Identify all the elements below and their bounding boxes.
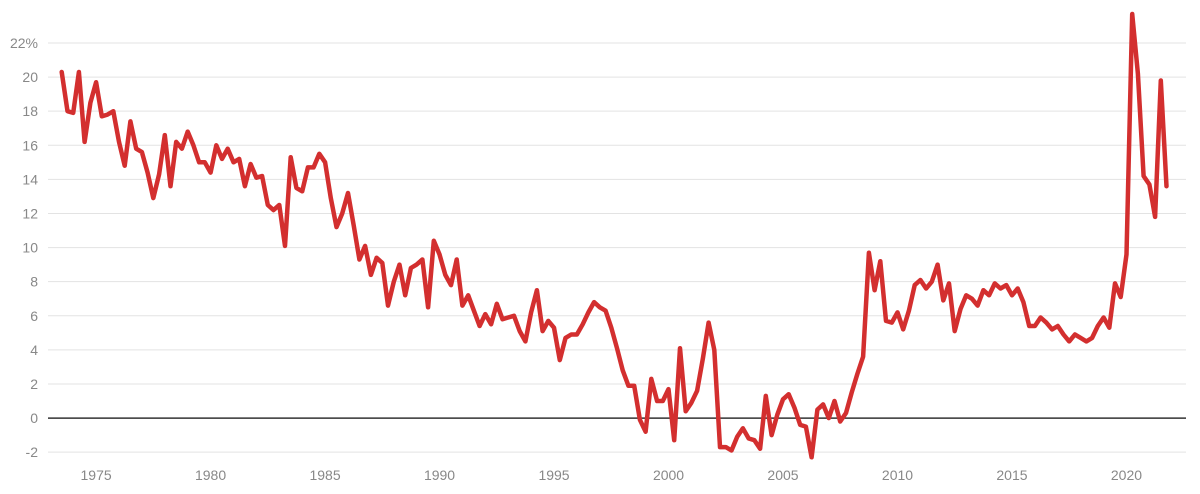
y-tick-label: 12 xyxy=(22,205,38,221)
x-tick-label: 2000 xyxy=(653,467,684,483)
y-tick-label: 16 xyxy=(22,137,38,153)
gridlines xyxy=(48,42,1186,453)
x-tick-label: 1985 xyxy=(309,467,340,483)
y-tick-label: 0 xyxy=(30,410,38,426)
y-tick-label: 18 xyxy=(22,103,38,119)
x-tick-label: 2020 xyxy=(1111,467,1142,483)
y-tick-label: 14 xyxy=(22,171,38,187)
y-tick-label: -2 xyxy=(26,444,39,460)
x-axis-tick-labels: 1975 1980 1985 1990 1995 2000 2005 2010 2015 2020 xyxy=(81,467,1143,483)
series-layer xyxy=(59,11,1169,460)
x-tick-label: 2010 xyxy=(882,467,913,483)
y-tick-label: 20 xyxy=(22,69,38,85)
y-tick-label: 22% xyxy=(10,35,38,51)
y-tick-label: 10 xyxy=(22,240,38,256)
series-line xyxy=(59,11,1169,460)
y-tick-label: 6 xyxy=(30,308,38,324)
x-tick-label: 1975 xyxy=(81,467,112,483)
x-tick-label: 1980 xyxy=(195,467,226,483)
y-tick-label: 2 xyxy=(30,376,38,392)
y-tick-label: 8 xyxy=(30,274,38,290)
x-tick-label: 1995 xyxy=(538,467,569,483)
x-tick-label: 2005 xyxy=(767,467,798,483)
y-tick-label: 4 xyxy=(30,342,38,358)
x-tick-label: 1990 xyxy=(424,467,455,483)
x-tick-label: 2015 xyxy=(996,467,1027,483)
